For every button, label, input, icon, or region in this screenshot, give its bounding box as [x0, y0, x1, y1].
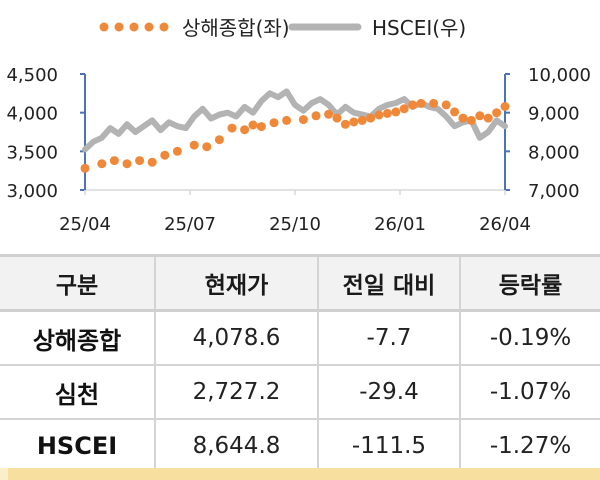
data-point: [429, 98, 439, 108]
data-point: [475, 111, 485, 121]
row-price: 4,078.6: [154, 309, 319, 366]
data-point: [332, 113, 342, 123]
data-point: [311, 111, 321, 121]
legend-label-shanghai: 상해종합(좌): [182, 16, 290, 40]
data-point: [172, 146, 182, 156]
right-tick-label: 8,000: [528, 142, 580, 163]
row-price: 8,644.8: [154, 418, 319, 474]
x-tick-label: 25/07: [164, 214, 216, 235]
axis-tick-marks: [80, 73, 510, 195]
row-price: 2,727.2: [154, 364, 319, 420]
data-point: [458, 113, 468, 123]
data-point: [240, 125, 250, 135]
index-table: 구분 현재가 전일 대비 등락률 상해종합 4,078.6 -7.7 -0.19…: [0, 254, 600, 474]
data-point: [122, 159, 132, 169]
data-point: [349, 117, 359, 127]
row-change: -111.5: [317, 418, 461, 474]
data-point: [500, 102, 510, 111]
table-header-row: 구분 현재가 전일 대비 등락률: [0, 254, 600, 312]
data-point: [160, 150, 170, 160]
dotted-line-swatch-icon: [99, 22, 169, 31]
row-change: -7.7: [317, 309, 461, 366]
x-tick-label: 25/04: [59, 214, 111, 235]
data-point: [357, 115, 367, 125]
x-tick-label: 26/01: [374, 214, 426, 235]
row-name: 심천: [0, 364, 156, 420]
right-tick-label: 9,000: [528, 104, 580, 125]
right-tick-label: 7,000: [528, 181, 580, 202]
chart-legend: 상해종합(좌) HSCEI(우): [0, 12, 600, 42]
left-tick-label: 3,500: [6, 142, 58, 163]
data-point: [248, 120, 258, 130]
data-point: [189, 140, 199, 150]
data-point: [80, 163, 90, 173]
data-point: [483, 113, 493, 123]
data-point: [97, 159, 107, 169]
data-point: [256, 122, 266, 132]
row-change: -29.4: [317, 364, 461, 420]
data-point: [269, 118, 279, 128]
x-tick-label: 25/10: [269, 214, 321, 235]
data-point: [382, 108, 392, 118]
data-point: [466, 115, 476, 125]
legend-label-hscei: HSCEI(우): [372, 16, 467, 40]
data-point: [135, 156, 145, 166]
table-row: 상해종합 4,078.6 -7.7 -0.19%: [0, 309, 600, 366]
row-name: 상해종합: [0, 309, 156, 366]
row-rate: -1.27%: [459, 418, 600, 474]
data-point: [147, 157, 157, 167]
table-row: HSCEI 8,644.8 -111.5 -1.27%: [0, 418, 600, 474]
legend-item-hscei: HSCEI(우): [288, 12, 466, 41]
data-point: [408, 100, 418, 110]
header-current-price: 현재가: [154, 254, 319, 312]
data-point: [227, 123, 237, 133]
x-tick-label: 26/04: [479, 214, 531, 235]
bottom-strip-edge: [0, 468, 8, 480]
x-axis-tick-labels: 25/04 25/07 25/10 26/01 26/04: [59, 214, 531, 235]
data-point: [202, 142, 212, 152]
data-point: [340, 119, 350, 129]
row-rate: -0.19%: [459, 309, 600, 366]
left-tick-label: 3,000: [6, 181, 58, 202]
data-point: [450, 107, 460, 117]
table-row: 심천 2,727.2 -29.4 -1.07%: [0, 364, 600, 420]
right-axis-tick-labels: 7,000 8,000 9,000 10,000: [528, 65, 591, 202]
right-tick-label: 10,000: [528, 65, 591, 86]
solid-line-swatch-icon: [288, 23, 362, 30]
left-tick-label: 4,500: [6, 65, 58, 86]
left-tick-label: 4,000: [6, 104, 58, 125]
row-rate: -1.07%: [459, 364, 600, 420]
dual-axis-line-chart: 3,000 3,500 4,000 4,500 7,000 8,000 9,000 10,0…: [6, 65, 591, 235]
data-point: [374, 110, 384, 120]
header-category: 구분: [0, 254, 156, 312]
data-point: [441, 100, 451, 110]
header-change: 전일 대비: [317, 254, 461, 312]
data-point: [391, 107, 401, 117]
shanghai-series-dots: [80, 98, 510, 173]
data-point: [399, 104, 409, 114]
data-point: [214, 135, 224, 145]
data-point: [324, 109, 334, 119]
header-rate: 등락률: [459, 254, 600, 312]
data-point: [366, 113, 376, 123]
data-point: [298, 115, 308, 125]
legend-item-shanghai: 상해종합(좌): [98, 12, 290, 41]
row-name: HSCEI: [0, 418, 156, 474]
left-axis-tick-labels: 3,000 3,500 4,000 4,500: [6, 65, 58, 202]
data-point: [109, 156, 119, 166]
data-point: [492, 108, 502, 118]
data-point: [416, 98, 426, 108]
hscei-series-line: [82, 88, 508, 153]
data-point: [282, 115, 292, 125]
bottom-highlight-strip: [8, 468, 600, 480]
